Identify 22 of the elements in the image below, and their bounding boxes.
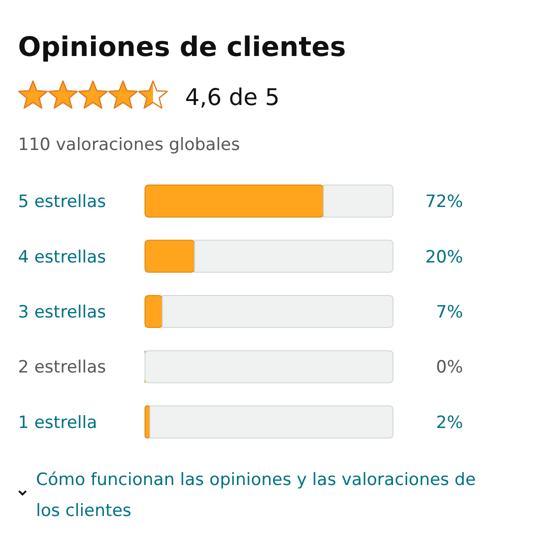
text: 110 valoraciones globales bbox=[18, 135, 240, 155]
bar bbox=[144, 184, 324, 218]
y-tick-label: 1 estrella bbox=[18, 412, 98, 433]
y-tick-label: 3 estrellas bbox=[18, 302, 106, 322]
data-label: 2% bbox=[436, 412, 463, 433]
chart-subtitle: 4,6 de 5 bbox=[185, 85, 280, 111]
chart-title: Opiniones de clientes bbox=[18, 32, 346, 63]
bar bbox=[162, 294, 394, 328]
y-tick-label: 5 estrellas bbox=[18, 192, 106, 212]
data-label: 7% bbox=[436, 302, 463, 322]
y-tick-label: 2 estrellas bbox=[18, 358, 106, 378]
text: Cómo funcionan las opiniones y las valoraciones de los clientes bbox=[36, 470, 476, 521]
bar bbox=[323, 184, 394, 218]
y-tick-label: 4 estrellas bbox=[18, 247, 106, 268]
data-label: 0% bbox=[436, 358, 463, 378]
data-label: 72% bbox=[425, 192, 463, 212]
bar bbox=[149, 405, 394, 438]
data-label: 20% bbox=[425, 247, 463, 268]
bar bbox=[144, 350, 394, 384]
bar bbox=[194, 240, 394, 273]
bar bbox=[144, 294, 163, 328]
bar bbox=[144, 240, 196, 273]
